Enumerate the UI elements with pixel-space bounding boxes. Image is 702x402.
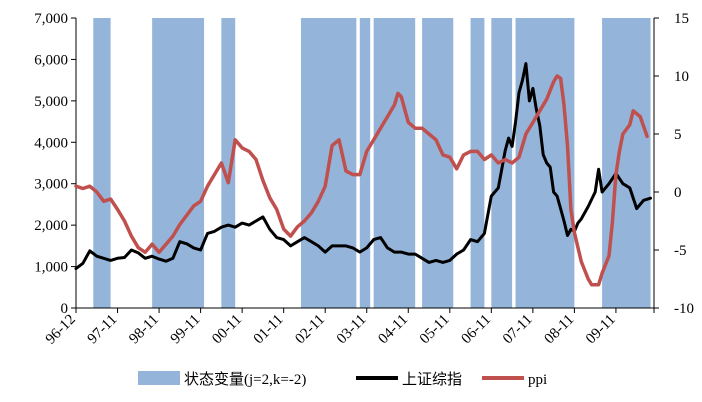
y-left-tick-label: 0 — [61, 301, 69, 317]
x-tick-label: 98-11 — [126, 312, 162, 348]
y-left-tick-label: 5,000 — [34, 94, 68, 110]
regime-band — [470, 18, 485, 308]
y-right-tick-label: 5 — [674, 127, 682, 143]
y-right-tick-label: 15 — [674, 11, 689, 27]
x-tick-label: 96-12 — [43, 312, 79, 348]
y-left-tick-label: 7,000 — [34, 11, 68, 27]
regime-band — [602, 18, 651, 308]
axes — [75, 18, 655, 309]
regime-band — [152, 18, 205, 308]
legend-label-index: 上证综指 — [402, 371, 462, 388]
x-tick-label: 08-11 — [542, 312, 578, 348]
regime-band — [221, 18, 236, 308]
y-right-tick-label: -10 — [674, 301, 694, 317]
x-ticks: 96-12 97-11 98-11 99-11 00-11 01-11 02-11 03-11… — [43, 308, 655, 348]
regime-band — [422, 18, 454, 308]
series-lines — [74, 62, 652, 287]
legend: 状态变量(j=2,k=-2) 上证综指 ppi — [138, 371, 547, 388]
y-right-ticks: -10 -5 0 5 10 15 — [654, 11, 694, 317]
y-left-tick-label: 4,000 — [34, 135, 68, 151]
y-right-tick-label: -5 — [674, 243, 687, 259]
regime-band — [515, 18, 575, 308]
x-tick-label: 05-11 — [417, 312, 453, 348]
y-left-tick-label: 3,000 — [34, 177, 68, 193]
x-tick-label: 99-11 — [168, 312, 204, 348]
y-left-tick-label: 1,000 — [34, 260, 68, 276]
x-tick-label: 09-11 — [583, 312, 619, 348]
regime-band — [93, 18, 111, 308]
x-tick-label: 00-11 — [209, 312, 245, 348]
legend-label-ppi: ppi — [528, 372, 547, 388]
x-tick-label: 06-11 — [458, 312, 494, 348]
x-tick-label: 02-11 — [292, 312, 328, 348]
y-right-tick-label: 10 — [674, 69, 689, 85]
y-right-tick-label: 0 — [674, 185, 682, 201]
y-left-tick-label: 6,000 — [34, 52, 68, 68]
y-left-ticks: 0 1,000 2,000 3,000 4,000 5,000 6,000 7,000 — [34, 11, 76, 317]
x-tick-label: 03-11 — [334, 312, 370, 348]
regime-band — [373, 18, 416, 308]
x-tick-label: 07-11 — [500, 312, 536, 348]
x-tick-label: 04-11 — [375, 312, 411, 348]
y-left-tick-label: 2,000 — [34, 218, 68, 234]
series-line-index — [74, 62, 652, 271]
legend-label-regime: 状态变量(j=2,k=-2) — [184, 371, 306, 388]
x-tick-label: 01-11 — [251, 312, 287, 348]
legend-swatch-regime — [138, 371, 180, 385]
x-tick-label: 97-11 — [85, 312, 121, 348]
series-line-ppi — [74, 74, 649, 287]
